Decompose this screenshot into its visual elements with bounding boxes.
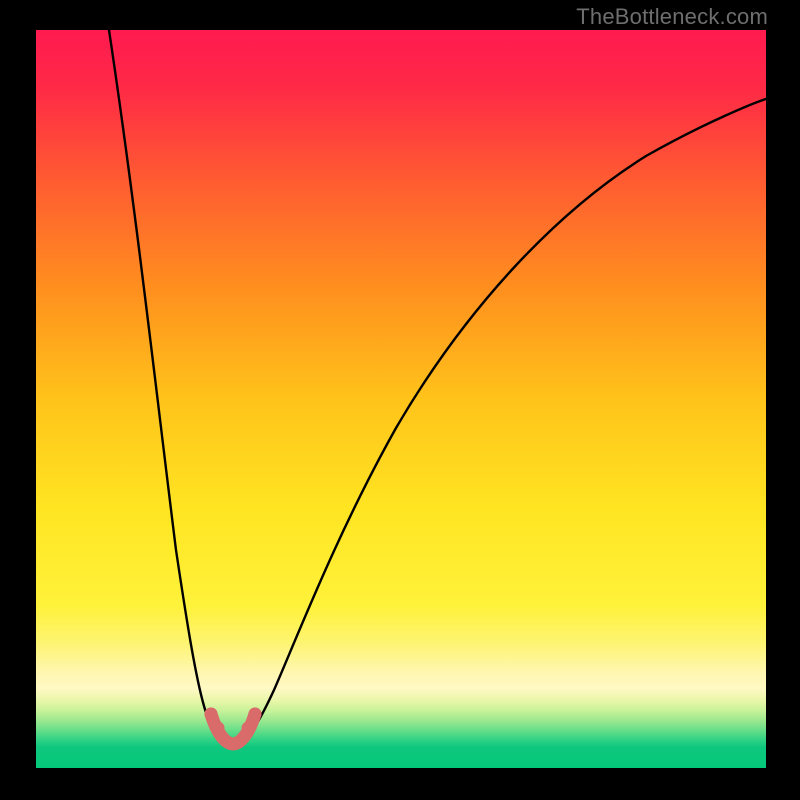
cusp-dot [242,722,255,735]
curve-left-branch [109,30,219,737]
cusp-overlay [205,708,262,745]
cusp-dot [249,708,262,721]
cusp-dot [212,722,225,735]
curves-layer [36,30,766,768]
curve-right-branch [247,99,766,737]
cusp-u [222,737,244,744]
chart-stage: TheBottleneck.com [0,0,800,800]
plot-area [36,30,766,768]
cusp-dot [205,708,218,721]
watermark-text: TheBottleneck.com [576,4,768,30]
